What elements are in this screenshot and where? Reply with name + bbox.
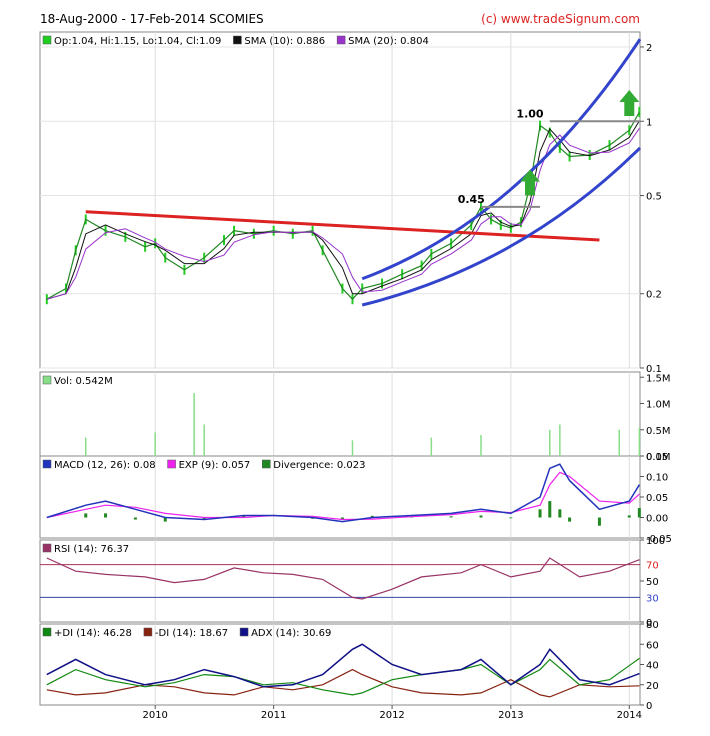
legend-swatch-sma10: [233, 35, 242, 45]
ytick-label-volume: 1.5M: [646, 373, 671, 384]
macd-line: [46, 463, 641, 523]
credit-text: (c) www.tradeSignum.com: [481, 12, 640, 26]
ytick-label-dmi: 60: [646, 640, 659, 651]
exp-line: [46, 471, 640, 521]
legend-label-sma20: SMA (20): 0.804: [348, 36, 429, 47]
legend-swatch-di_minus: [143, 627, 153, 637]
xtick-label: 2013: [498, 710, 523, 721]
panel-frame-price: [39, 31, 641, 369]
ytick-label-dmi: 20: [646, 681, 659, 692]
ytick-label-volume: 0.5M: [646, 426, 671, 437]
panels: Op:1.04, Hi:1.15, Lo:1.04, Cl:1.09 SMA (1…: [39, 31, 672, 721]
ytick-label-price: 0.1: [646, 364, 662, 375]
resistance-line: [85, 210, 600, 242]
ytick-label-price: 2: [646, 43, 652, 54]
legend-label-exp: EXP (9): 0.057: [179, 460, 251, 471]
up-arrow-icon: [619, 90, 640, 117]
legend-label-adx: ADX (14): 30.69: [251, 628, 331, 639]
ytick-label-rsi: 0: [646, 618, 652, 629]
legend-swatch-adx: [239, 627, 249, 637]
up-arrow-icon: [519, 169, 540, 196]
legend-swatch-ohlc: [42, 35, 52, 45]
channel-upper: [361, 38, 642, 281]
legend-swatch-divergence: [262, 459, 271, 469]
rsi-ref-label: 70: [646, 561, 659, 572]
legend-label-di_plus: +DI (14): 46.28: [54, 628, 132, 639]
rsi-line: [46, 557, 640, 600]
legend-label-ohlc: Op:1.04, Hi:1.15, Lo:1.04, Cl:1.09: [54, 36, 221, 47]
ytick-label-price: 1: [646, 117, 652, 128]
legend-label-divergence: Divergence: 0.023: [273, 460, 365, 471]
ytick-label-macd: 0.15: [646, 452, 668, 463]
ytick-label-dmi: 80: [646, 620, 659, 631]
legend-label-di_minus: -DI (14): 18.67: [155, 628, 228, 639]
level-label-2: 0.45: [458, 193, 485, 206]
sma10-line: [46, 120, 640, 300]
legend-label-macd: MACD (12, 26): 0.08: [54, 460, 156, 471]
adx-line: [46, 643, 640, 688]
ytick-label-macd: 0.10: [646, 473, 668, 484]
ytick-label-rsi: 50: [646, 577, 659, 588]
level-label-1: 1.00: [516, 107, 543, 120]
ytick-label-macd: 0.05: [646, 493, 668, 504]
legend-swatch-volume: [42, 375, 52, 385]
legend-swatch-macd: [42, 459, 52, 469]
xtick-label: 2012: [379, 710, 404, 721]
legend-swatch-exp: [167, 459, 176, 469]
chart-title: 18-Aug-2000 - 17-Feb-2014 SCOMIES: [40, 12, 264, 26]
ytick-label-price: 0.2: [646, 290, 662, 301]
ytick-label-dmi: 40: [646, 661, 659, 672]
legend-label-rsi: RSI (14): 76.37: [54, 544, 129, 555]
price-line: [46, 111, 640, 301]
panel-frame-rsi: [39, 539, 641, 623]
ytick-label-macd: -0.05: [646, 534, 672, 545]
ytick-label-macd: 0.00: [646, 514, 668, 525]
ytick-label-rsi: 100: [646, 536, 665, 547]
ytick-label-price: 0.5: [646, 192, 662, 203]
ytick-label-dmi: 0: [646, 701, 652, 712]
legend-label-sma10: SMA (10): 0.886: [244, 36, 325, 47]
channel-lower: [361, 146, 642, 307]
di-plus-line: [46, 657, 640, 696]
panel-frame-volume: [39, 371, 641, 457]
ytick-label-volume: 1.0M: [646, 400, 671, 411]
xtick-label: 2014: [617, 710, 642, 721]
rsi-ref-label: 30: [646, 593, 659, 604]
xtick-label: 2011: [261, 710, 286, 721]
legend-swatch-sma20: [336, 35, 346, 45]
di-minus-line: [46, 668, 640, 698]
sma20-line: [46, 128, 640, 300]
legend-swatch-di_plus: [42, 627, 52, 637]
legend-swatch-rsi: [42, 543, 52, 553]
legend-label-volume: Vol: 0.542M: [54, 376, 113, 387]
xtick-label: 2010: [142, 710, 167, 721]
ytick-label-volume: 0.0M: [646, 452, 671, 463]
